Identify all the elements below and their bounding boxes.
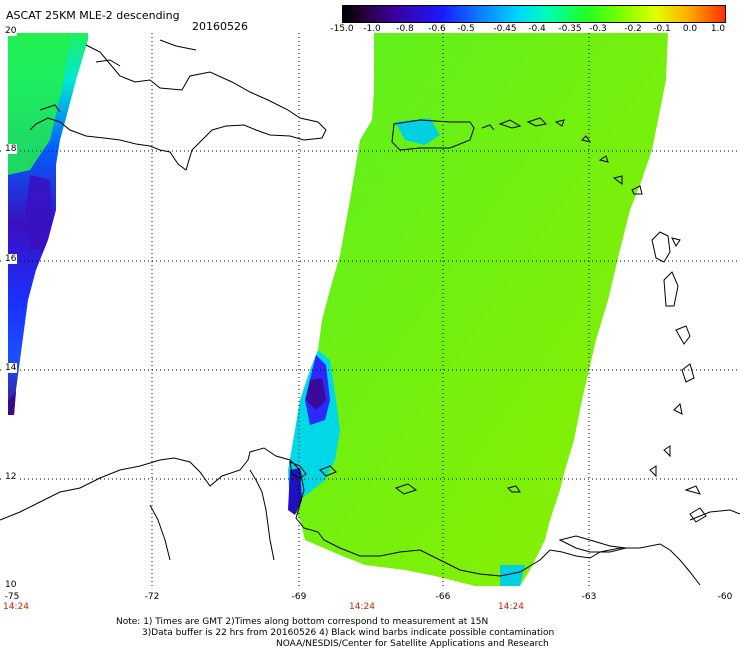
note-line: 3)Data buffer is 22 hrs from 20160526 4)… — [142, 628, 555, 638]
graticule — [0, 33, 740, 588]
note-line: NOAA/NESDIS/Center for Satellite Applica… — [276, 639, 549, 649]
lat-label: 12 — [4, 472, 18, 482]
lat-label: 18 — [4, 144, 18, 154]
lon-label: -72 — [144, 592, 160, 602]
lon-label: -66 — [435, 592, 451, 602]
map-date: 20160526 — [192, 20, 248, 33]
colorbar-label: 0.0 — [682, 24, 698, 34]
time-label: 14:24 — [498, 602, 524, 612]
colorbar — [342, 5, 726, 23]
lon-label: -63 — [581, 592, 597, 602]
colorbar-label: -1.0 — [363, 24, 381, 34]
colorbar-label: -0.3 — [589, 24, 607, 34]
coastlines — [0, 39, 740, 586]
colorbar-label: 1.0 — [710, 24, 726, 34]
note-line: Note: 1) Times are GMT 2)Times along bot… — [116, 617, 489, 627]
lat-label: 10 — [4, 580, 18, 590]
colorbar-label: -15.0 — [330, 24, 354, 34]
lat-label: 14 — [4, 363, 18, 373]
colorbar-label: -0.5 — [457, 24, 475, 34]
west-swath — [8, 33, 88, 415]
colorbar-label: -0.1 — [653, 24, 671, 34]
lat-label: 20 — [4, 26, 18, 36]
main-swath — [288, 33, 668, 586]
colorbar-label: -0.35 — [558, 24, 582, 34]
lon-label: -60 — [717, 592, 733, 602]
colorbar-label: -0.45 — [493, 24, 517, 34]
colorbar-label: -0.4 — [528, 24, 546, 34]
time-label: 14:24 — [3, 602, 29, 612]
colorbar-label: -0.8 — [396, 24, 414, 34]
lat-label: 16 — [4, 254, 18, 264]
colorbar-label: -0.2 — [624, 24, 642, 34]
colorbar-label: -0.6 — [428, 24, 446, 34]
lon-label: -75 — [4, 592, 20, 602]
time-label: 14:24 — [349, 602, 375, 612]
lon-label: -69 — [291, 592, 307, 602]
map-title: ASCAT 25KM MLE-2 descending — [6, 9, 180, 22]
